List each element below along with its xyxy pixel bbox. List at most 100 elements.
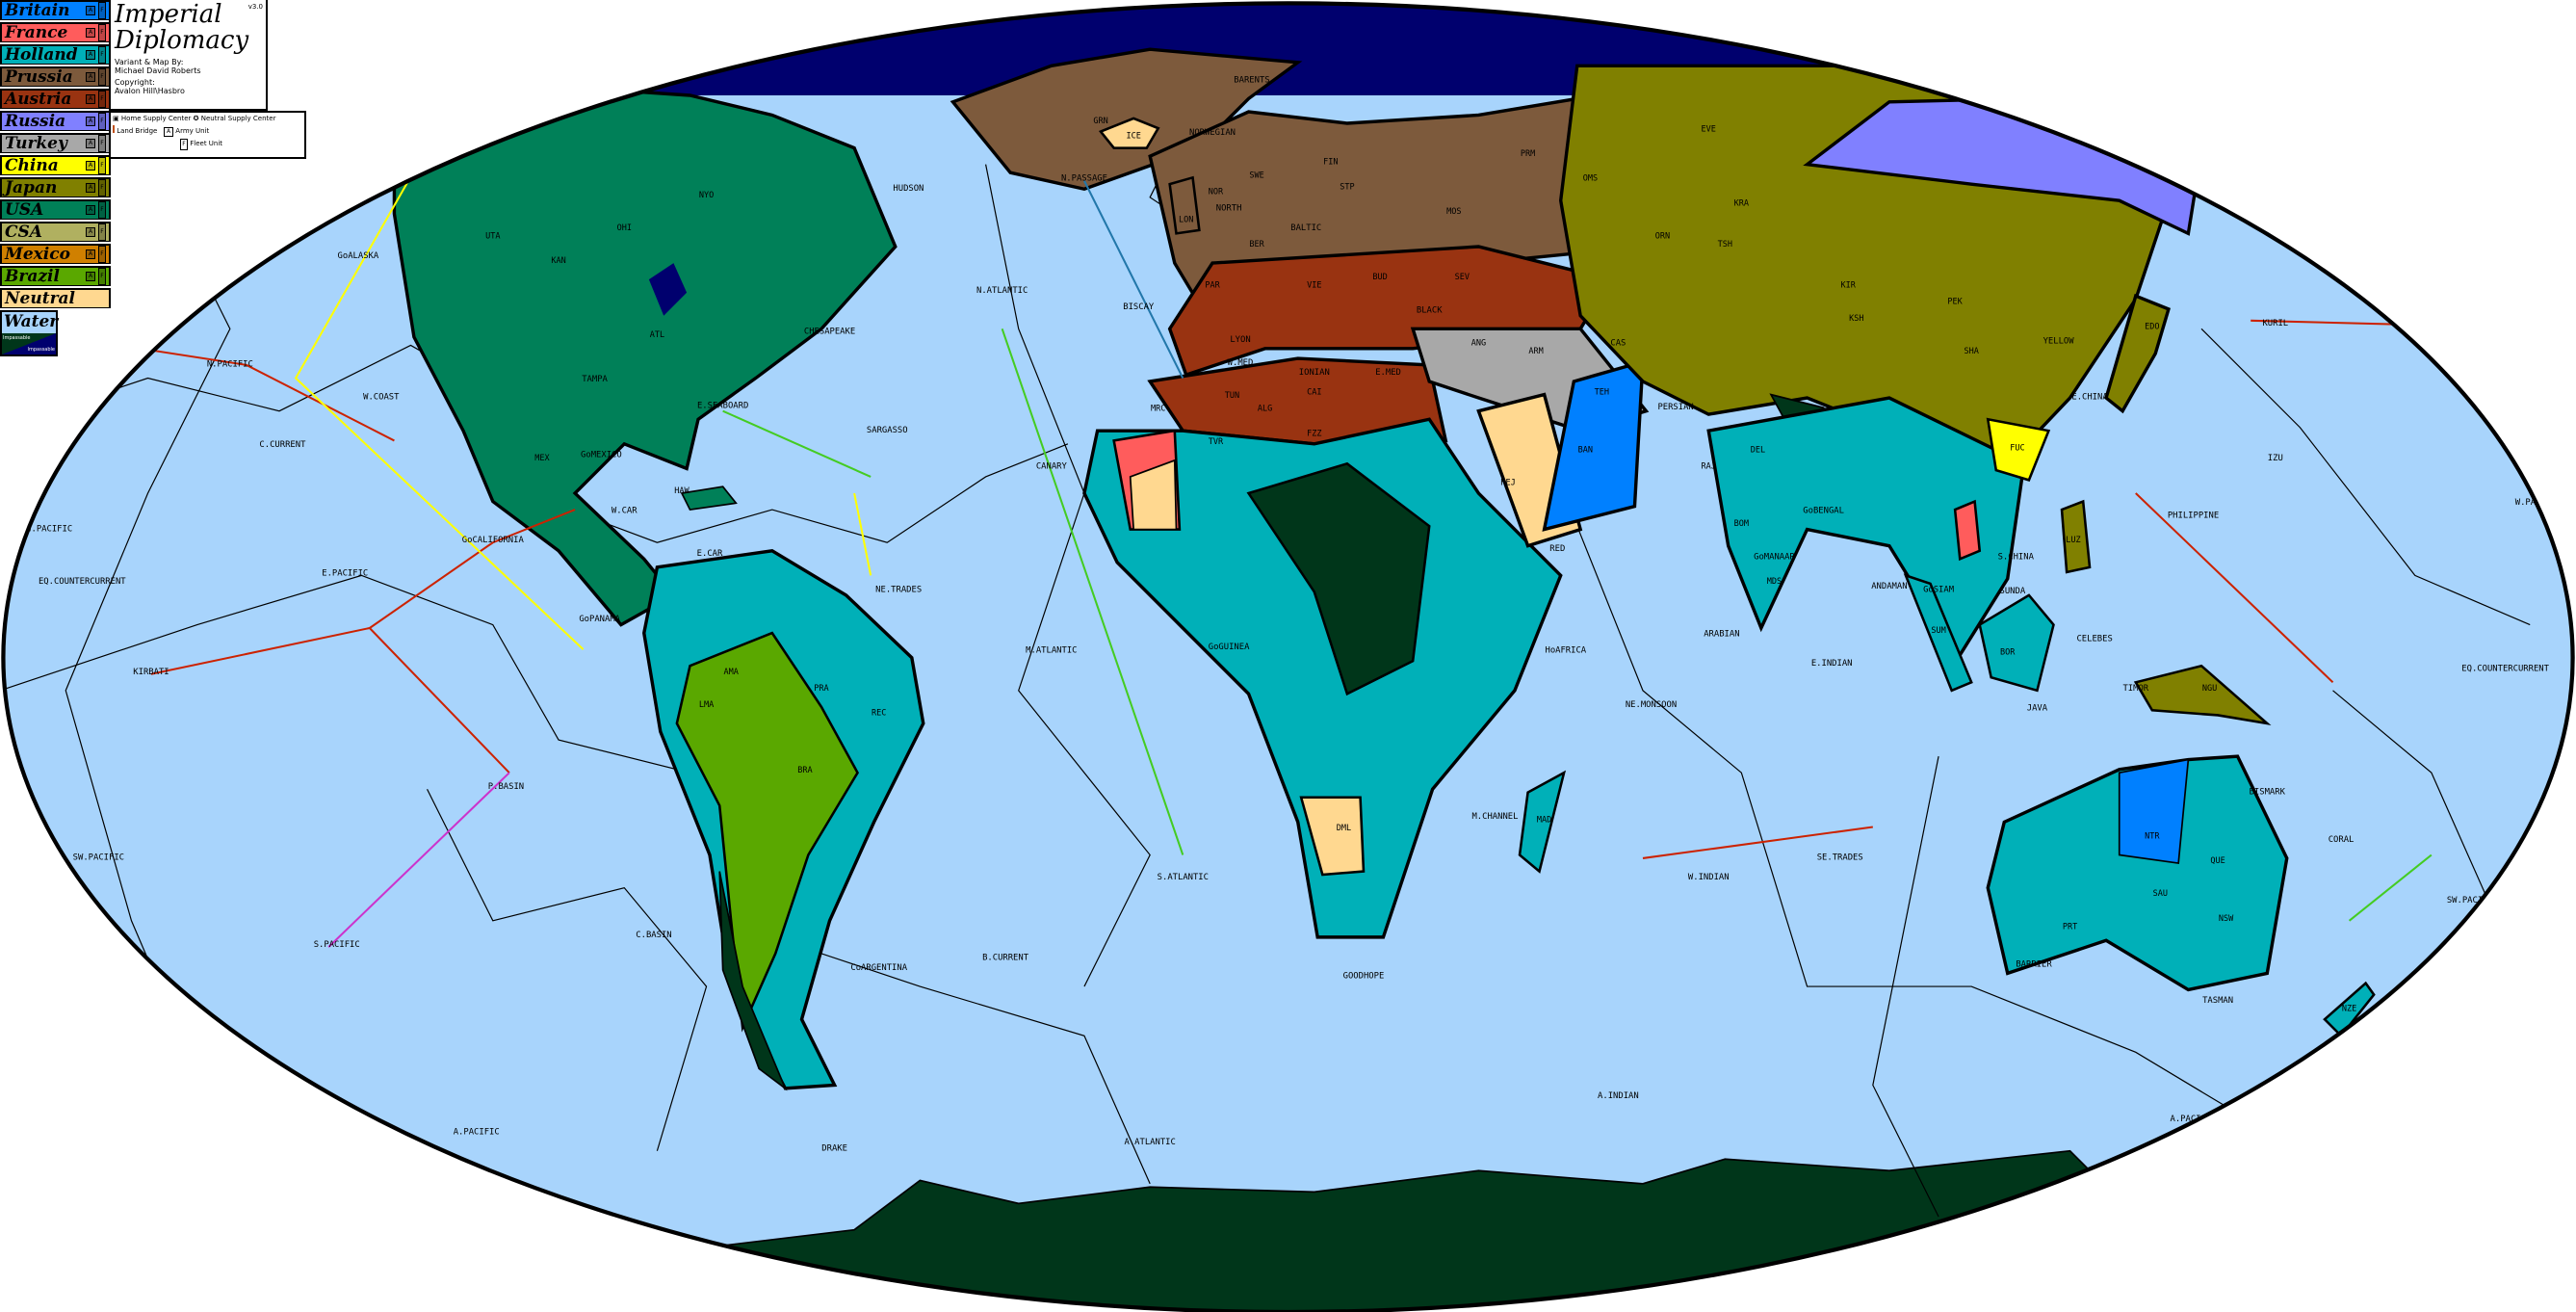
sea-label[interactable]: M.ATLANTIC	[1026, 646, 1077, 656]
province-label[interactable]: QUE	[2210, 856, 2225, 866]
sea-label[interactable]: BALTIC	[1290, 223, 1321, 233]
sea-label[interactable]: HoAFRICA	[1545, 646, 1586, 656]
sea-label[interactable]: SW.PACIFIC	[2447, 896, 2498, 905]
sea-label[interactable]: GoMANAAR	[1754, 552, 1795, 562]
sea-label[interactable]: N.ATLANTIC	[976, 286, 1028, 296]
sea-label[interactable]: NE.MONSOON	[1626, 700, 1677, 710]
province-label[interactable]: OHI	[617, 223, 632, 233]
sea-label[interactable]: S.PACIFIC	[314, 940, 360, 950]
sea-label[interactable]: W.COAST	[363, 393, 400, 403]
province-label[interactable]: SWE	[1249, 171, 1263, 180]
sea-label[interactable]: ANDAMAN	[1871, 582, 1907, 591]
province-label[interactable]: PRA	[814, 684, 828, 694]
province-label[interactable]: ORN	[1655, 231, 1670, 241]
province-label[interactable]: KIR	[1841, 281, 1857, 291]
province-label[interactable]: ICE	[1126, 131, 1140, 141]
province-label[interactable]: REC	[872, 708, 886, 718]
sea-label[interactable]: ARABIAN	[1704, 630, 1739, 640]
sea-label[interactable]: C.CURRENT	[259, 440, 306, 450]
province-label[interactable]: NOR	[1209, 187, 1224, 197]
sea-label[interactable]: IZU	[2268, 454, 2283, 463]
sea-label[interactable]: N.PACIFIC	[207, 360, 253, 370]
sea-label[interactable]: DRAKE	[821, 1144, 847, 1154]
sea-label[interactable]: E.INDIAN	[1811, 659, 1853, 669]
province-label[interactable]: BUD	[1372, 273, 1387, 282]
sea-label[interactable]: CHESAPEAKE	[804, 327, 855, 336]
province-label[interactable]: SAU	[2153, 889, 2168, 899]
sea-label[interactable]: W.PACIFIC	[26, 524, 72, 534]
sea-label[interactable]: NORTH	[1216, 203, 1242, 213]
province-label[interactable]: KSH	[1849, 314, 1863, 324]
province-label[interactable]: HAW	[674, 486, 690, 496]
sea-label[interactable]: GoCALIFORNIA	[462, 536, 525, 545]
sea-label[interactable]: BISCAY	[1123, 302, 1155, 312]
sea-label[interactable]: SARGASSO	[867, 426, 908, 435]
province-label[interactable]: FZZ	[1307, 429, 1321, 438]
sea-label[interactable]: TAMPA	[582, 375, 608, 384]
province-label[interactable]: TEH	[1595, 388, 1609, 398]
sea-label[interactable]: BARRIER	[2016, 960, 2052, 970]
sea-label[interactable]: JAVA	[2027, 703, 2048, 713]
sea-label[interactable]: GOODHOPE	[1343, 972, 1385, 982]
sea-label[interactable]: TASMAN	[2202, 996, 2233, 1006]
sea-label[interactable]: B.CURRENT	[982, 954, 1029, 963]
province-label[interactable]: NTR	[2145, 831, 2160, 841]
sea-label[interactable]: P.BASIN	[488, 782, 524, 792]
sea-label[interactable]: SE.TRADES	[1817, 853, 1863, 863]
province-label[interactable]: BAN	[1578, 445, 1593, 455]
sea-label[interactable]: E.PACIFIC	[322, 568, 368, 578]
sea-label[interactable]: CELEBES	[2076, 635, 2112, 644]
province-label[interactable]: BOR	[2000, 647, 2016, 657]
sea-label[interactable]: WESTERLIES	[106, 338, 157, 348]
sea-label[interactable]: TIMOR	[2122, 684, 2148, 694]
sea-label[interactable]: A.PACIFIC	[2171, 1115, 2217, 1124]
province-label[interactable]: CAI	[1307, 388, 1321, 398]
sea-label[interactable]: RED	[1549, 544, 1565, 554]
province-label[interactable]: LUZ	[2066, 536, 2080, 545]
sea-label[interactable]: W.MED	[1228, 358, 1254, 368]
province-label[interactable]: BRA	[797, 766, 812, 775]
province-label[interactable]: NYO	[699, 191, 714, 200]
province-label[interactable]: VIE	[1307, 281, 1321, 291]
province-label[interactable]: LMA	[699, 700, 714, 710]
province-label[interactable]: BOM	[1734, 519, 1749, 529]
sea-label[interactable]: S.CHINA	[1998, 552, 2035, 562]
sea-label[interactable]: SUNDA	[2000, 587, 2026, 596]
sea-label[interactable]: BERING	[2244, 182, 2275, 192]
sea-label[interactable]: IONIAN	[1299, 368, 1330, 378]
province-label[interactable]: MAD	[1537, 815, 1551, 825]
sea-label[interactable]: NORWEGIAN	[1189, 128, 1236, 138]
province-label[interactable]: KAN	[551, 256, 565, 266]
province-label[interactable]: TUN	[1225, 391, 1239, 401]
province-label[interactable]: OMS	[1583, 174, 1598, 184]
sea-label[interactable]: WESTERLIES	[2438, 312, 2489, 322]
province-label[interactable]: PRM	[1521, 149, 1535, 159]
province-label[interactable]: TSH	[1718, 240, 1732, 249]
sea-label[interactable]: W.INDIAN	[1688, 873, 1730, 882]
province-label[interactable]: EDO	[2145, 322, 2159, 331]
sea-label[interactable]: PERSIAN	[1657, 403, 1693, 412]
province-label[interactable]: BER	[1249, 240, 1264, 249]
sea-label[interactable]: GoMEXICO	[581, 450, 622, 459]
sea-label[interactable]: A.INDIAN	[1598, 1091, 1639, 1101]
sea-label[interactable]: EQ.COUNTERCURRENT	[39, 577, 126, 587]
province-label[interactable]: MRC	[1151, 405, 1165, 414]
province-label[interactable]: ANG	[1471, 338, 1486, 348]
province-label[interactable]: ALG	[1258, 405, 1272, 414]
sea-label[interactable]: E.SEABOARD	[697, 401, 748, 410]
sea-label[interactable]: CAS	[1610, 338, 1626, 348]
sea-label[interactable]: C.BASIN	[636, 931, 671, 940]
sea-label[interactable]: NE.TRADES	[875, 585, 922, 594]
sea-label[interactable]: M.CHANNEL	[1471, 812, 1518, 822]
province-label[interactable]: PEK	[1947, 298, 1963, 307]
sea-label[interactable]: BISMARK	[2250, 787, 2286, 797]
sea-label[interactable]: N.PASSAGE	[1061, 174, 1107, 184]
province-label[interactable]: MOS	[1446, 207, 1461, 217]
province-label[interactable]: EVE	[1702, 125, 1716, 135]
province-label[interactable]: PRT	[2063, 922, 2077, 932]
sea-label[interactable]: GoBENGAL	[1803, 507, 1844, 516]
sea-label[interactable]: PHILIPPINE	[2168, 512, 2219, 521]
sea-label[interactable]: BLACK	[1417, 305, 1443, 315]
sea-label[interactable]: S.ATLANTIC	[1158, 873, 1209, 882]
sea-label[interactable]: SW.PACIFIC	[73, 853, 124, 863]
